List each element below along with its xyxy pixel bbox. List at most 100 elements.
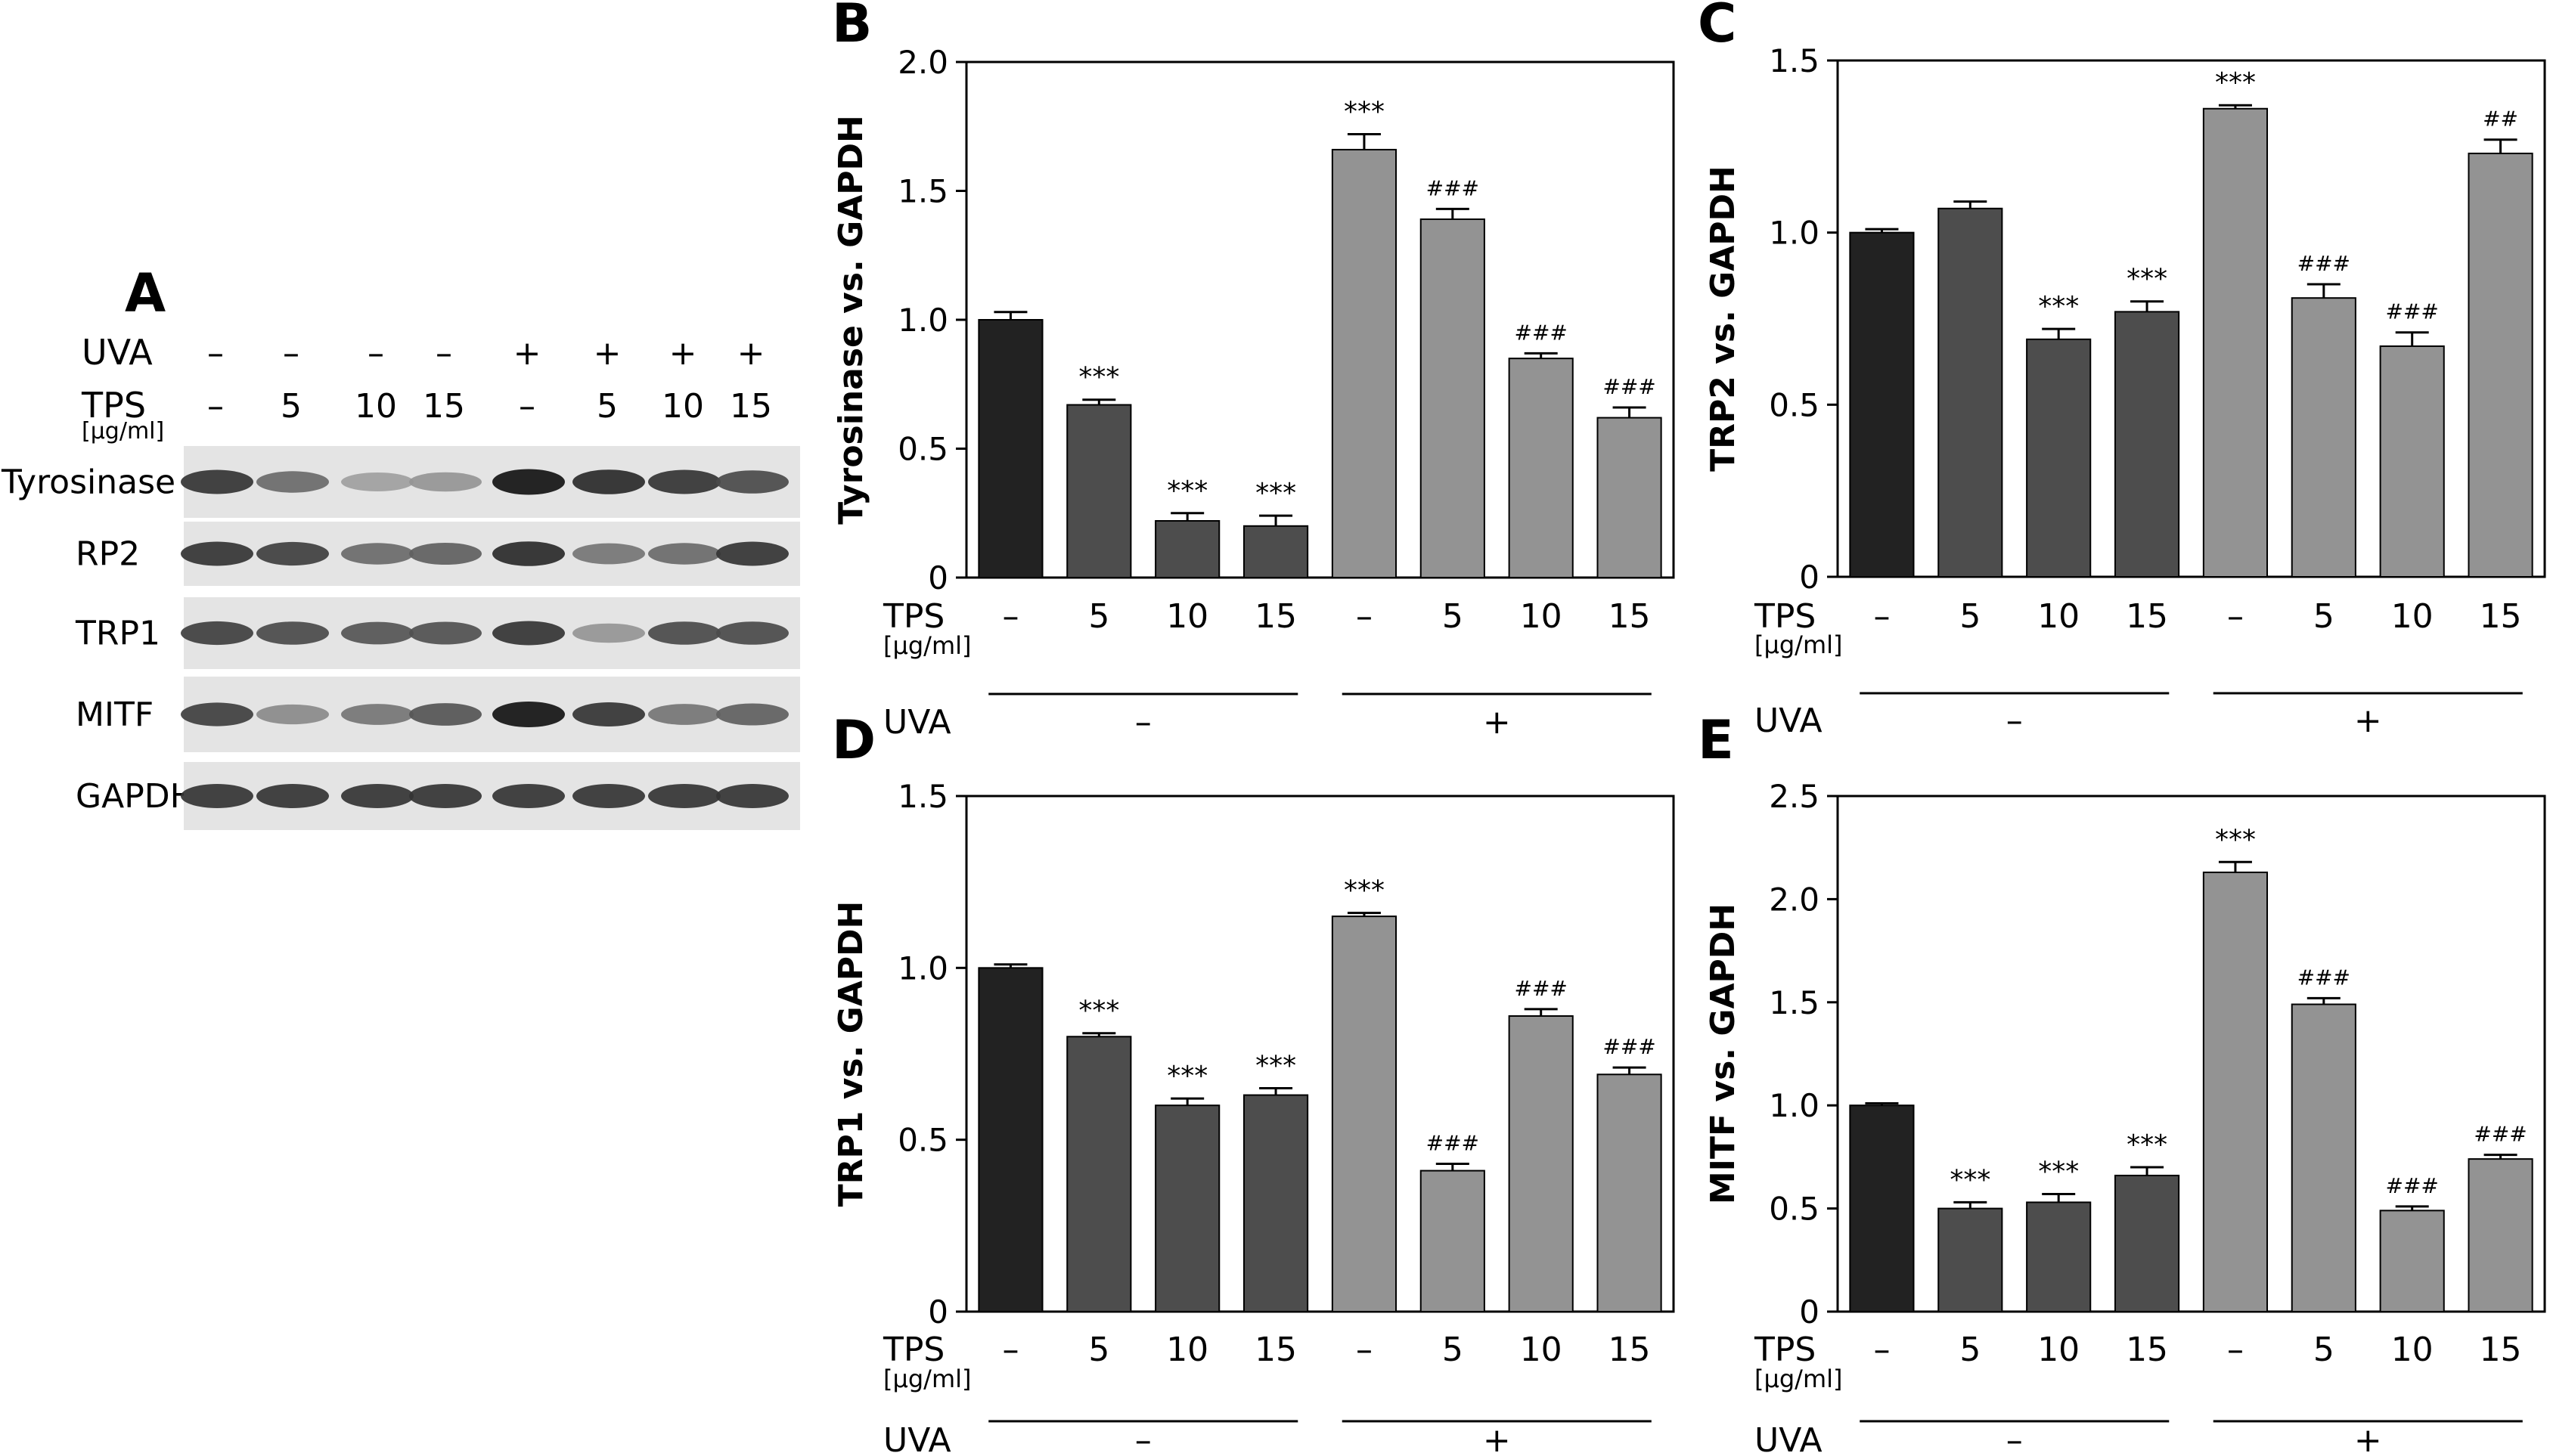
bar xyxy=(1066,404,1132,579)
x-tick-label: – xyxy=(1356,1331,1373,1369)
blot-row-label: MITF xyxy=(76,695,154,734)
y-tick-label: 1.5 xyxy=(1769,42,1819,79)
significance-label: *** xyxy=(1078,996,1119,1027)
blot-band xyxy=(492,784,565,808)
chart-panel-b: B 0 0.5 1.0 1.5 2.0 Tyrosinase vs. GAPDH – *** 5 *… xyxy=(832,0,1675,742)
significance-label: *** xyxy=(1167,476,1208,507)
significance-label: ## xyxy=(2483,107,2518,132)
bar xyxy=(2468,152,2533,578)
tps-label: TPS xyxy=(883,597,945,636)
y-tick-label: 1.5 xyxy=(1769,984,1819,1021)
blot-uva-value: + xyxy=(513,334,541,373)
uva-label: UVA xyxy=(1754,702,1823,740)
y-tick-label: 1.5 xyxy=(898,173,948,210)
bar xyxy=(1596,417,1662,579)
blot-band xyxy=(256,784,329,808)
bar xyxy=(1849,231,1915,578)
tps-label: TPS xyxy=(1754,1331,1816,1369)
x-tick-label: 15 xyxy=(1608,597,1651,636)
x-tick-label: – xyxy=(1002,1331,1019,1369)
blot-band xyxy=(716,541,789,566)
x-tick-label: 5 xyxy=(1959,1331,1981,1369)
blot-tps-value: 5 xyxy=(281,387,302,426)
significance-label: *** xyxy=(2038,291,2079,322)
significance-label: ### xyxy=(1514,320,1567,345)
y-tick-label: 1.0 xyxy=(1769,1087,1819,1124)
y-tick-label: 1.5 xyxy=(898,778,948,815)
western-blot-panel: A UVA TPS [μg/ml] – – – – + + + + –5 10 15–5 10 15 … xyxy=(1,262,800,830)
bar xyxy=(1155,519,1221,578)
bar xyxy=(2202,107,2269,578)
tps-label: TPS xyxy=(883,1331,945,1369)
tps-label: TPS xyxy=(1754,597,1816,636)
bar xyxy=(1419,218,1485,578)
blot-band xyxy=(648,784,721,808)
bar xyxy=(2291,1003,2356,1312)
plot-frame xyxy=(1836,59,2546,578)
blot-band xyxy=(492,702,565,727)
x-tick-label: – xyxy=(1873,597,1890,636)
x-tick-label: – xyxy=(1356,597,1373,636)
blot-rows: Tyrosinase RP2 TRP1 MITF GAPDH xyxy=(1,446,800,830)
x-tick-label: 5 xyxy=(1088,597,1109,636)
blot-band xyxy=(409,784,482,808)
significance-label: *** xyxy=(1078,362,1119,393)
x-tick-label: 10 xyxy=(1520,1331,1562,1369)
x-tick-label: – xyxy=(2227,1331,2244,1369)
plot-frame xyxy=(965,795,1675,1313)
blot-uva-value: + xyxy=(669,334,697,373)
significance-label: *** xyxy=(1344,96,1385,127)
blot-tps-value: 10 xyxy=(662,387,704,426)
uva-group-label: + xyxy=(1483,703,1511,742)
significance-label: ### xyxy=(1426,175,1479,200)
blot-band xyxy=(341,543,414,565)
significance-label: ### xyxy=(2297,965,2350,990)
y-tick-label: 0.5 xyxy=(1769,386,1819,423)
blot-band xyxy=(341,784,414,808)
bar xyxy=(1596,1073,1662,1313)
blot-band xyxy=(648,469,721,494)
y-axis-label: TRP2 vs. GAPDH xyxy=(1704,166,1742,472)
blot-tps-value: 10 xyxy=(355,387,397,426)
blot-band xyxy=(181,784,253,808)
blot-band xyxy=(716,784,789,808)
x-tick-label: 15 xyxy=(2126,1331,2168,1369)
y-tick-label: 1.0 xyxy=(898,302,948,339)
tps-unit-label: [μg/ml] xyxy=(883,631,971,660)
y-tick-label: 2.0 xyxy=(898,44,948,81)
bar xyxy=(1937,1207,2003,1312)
x-tick-label: 5 xyxy=(1442,1331,1463,1369)
uva-group-label: + xyxy=(2354,702,2382,740)
blot-row-label: Tyrosinase xyxy=(1,463,175,502)
blot-tps-row: – 5 10 15 – 5 10 15 xyxy=(207,387,772,426)
blot-row-label: GAPDH xyxy=(76,777,195,816)
significance-label: ### xyxy=(2474,1122,2527,1147)
bar xyxy=(1066,1036,1132,1313)
x-tick-label: 5 xyxy=(2313,597,2334,636)
blot-uva-label: UVA xyxy=(82,332,153,373)
significance-label: *** xyxy=(2215,824,2256,855)
blot-band xyxy=(716,470,789,494)
y-axis-label: Tyrosinase vs. GAPDH xyxy=(832,115,870,525)
chart-panel-e: E 0 0.5 1.0 1.5 2.0 2.5 MITF vs. GAPDH – *** 5 *** 1… xyxy=(1698,709,2546,1456)
uva-group-label: – xyxy=(1135,703,1152,742)
blot-band xyxy=(341,704,414,725)
y-tick-label: 0 xyxy=(928,1293,948,1331)
y-tick-label: 0.5 xyxy=(898,431,948,468)
blot-band xyxy=(572,469,645,494)
panel-letter: E xyxy=(1698,709,1734,771)
panel-letter: B xyxy=(832,0,872,54)
blot-band xyxy=(572,702,645,726)
blot-band xyxy=(716,621,789,645)
blot-band xyxy=(256,471,329,493)
significance-label: *** xyxy=(2215,67,2256,98)
chart-panel-c: C 0 0.5 1.0 1.5 TRP2 vs. GAPDH – 5 *** 10 *** 15 ***… xyxy=(1698,0,2546,740)
bar xyxy=(1419,1169,1485,1312)
blot-uva-value: – xyxy=(368,334,384,373)
blot-band xyxy=(181,469,253,494)
bar xyxy=(1508,1015,1574,1313)
panel-letter: D xyxy=(832,709,876,771)
blot-band xyxy=(492,541,565,566)
significance-label: *** xyxy=(1344,875,1385,906)
blot-band xyxy=(648,704,721,725)
